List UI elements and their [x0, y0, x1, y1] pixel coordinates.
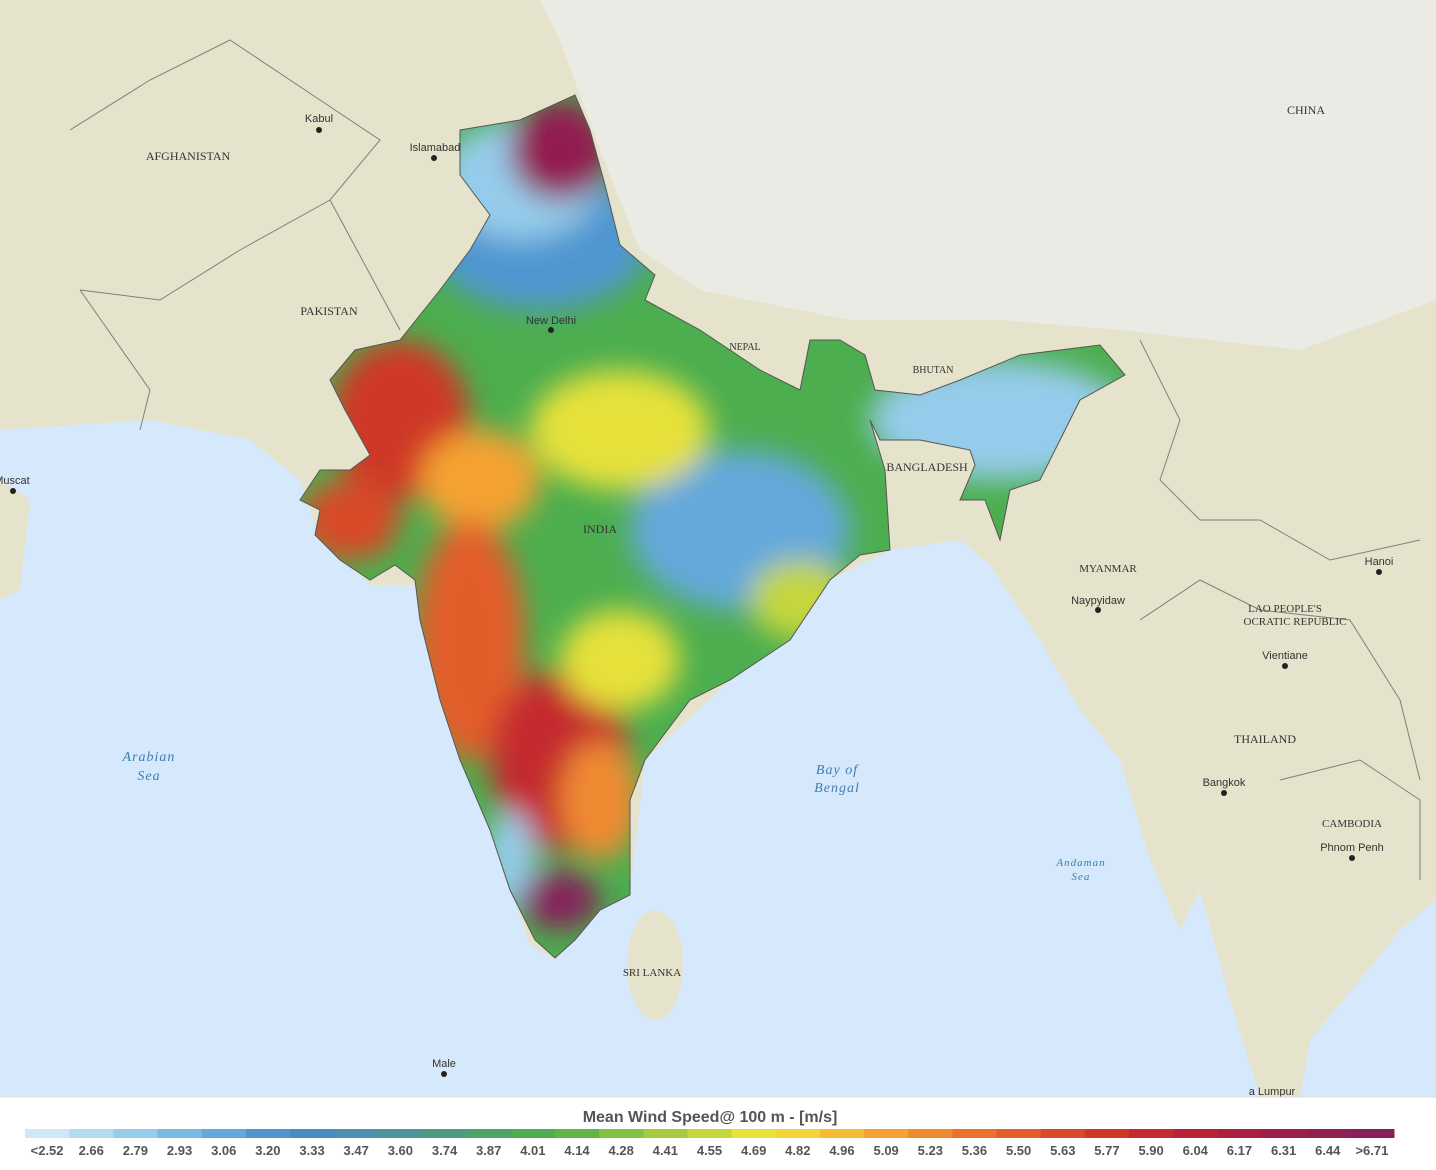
legend-swatch: [775, 1129, 821, 1138]
legend-swatch: [1349, 1129, 1395, 1138]
legend-label: 4.14: [564, 1143, 590, 1158]
labels: AFGHANISTAN PAKISTAN NEPAL BHUTAN BANGLA…: [0, 103, 1393, 1098]
legend-label: 3.47: [344, 1143, 369, 1158]
legend: Mean Wind Speed@ 100 m - [m/s] <2.52 2.66…: [0, 1096, 1436, 1170]
country-label: LAO PEOPLE'S: [1248, 603, 1322, 615]
legend-label: 4.28: [609, 1143, 634, 1158]
country-label: SRI LANKA: [623, 967, 681, 979]
legend-swatch: [378, 1129, 423, 1138]
city-label: Muscat: [0, 475, 30, 487]
city-label: Naypyidaw: [1071, 595, 1125, 607]
legend-swatch: [25, 1129, 70, 1138]
legend-label: 3.60: [388, 1143, 413, 1158]
legend-swatch: [687, 1129, 733, 1138]
country-label: BHUTAN: [913, 365, 954, 376]
city-markers: [10, 127, 1382, 1077]
legend-label: 5.77: [1094, 1143, 1119, 1158]
legend-swatch: [245, 1129, 291, 1138]
legend-label: 5.50: [1006, 1143, 1031, 1158]
city-label: Bangkok: [1203, 777, 1246, 789]
sea-label: Andaman: [1055, 857, 1105, 869]
legend-swatch: [554, 1129, 600, 1138]
legend-label: >6.71: [1355, 1143, 1388, 1158]
country-label: OCRATIC REPUBLIC: [1244, 616, 1347, 628]
legend-label: 3.20: [255, 1143, 280, 1158]
legend-label: 3.33: [299, 1143, 324, 1158]
legend-swatch: [1084, 1129, 1130, 1138]
sea-label: Sea: [1072, 871, 1091, 883]
country-label: CHINA: [1287, 103, 1325, 117]
country-label: BANGLADESH: [886, 460, 968, 474]
legend-label: 3.74: [432, 1143, 458, 1158]
legend-label: 6.44: [1315, 1143, 1341, 1158]
legend-swatch: [289, 1129, 335, 1138]
legend-swatch: [908, 1129, 953, 1138]
sea-label: Sea: [137, 769, 160, 784]
legend-label: 2.93: [167, 1143, 192, 1158]
country-label: THAILAND: [1234, 732, 1296, 746]
legend-label: 4.69: [741, 1143, 766, 1158]
legend-label: 4.01: [520, 1143, 545, 1158]
legend-swatch: [334, 1129, 379, 1138]
city-label: Islamabad: [410, 142, 461, 154]
legend-label: 2.66: [79, 1143, 104, 1158]
legend-swatch: [466, 1129, 512, 1138]
country-label: INDIA: [583, 522, 617, 536]
city-label: a Lumpur: [1249, 1086, 1296, 1098]
legend-label: <2.52: [31, 1143, 64, 1158]
legend-swatch: [1040, 1129, 1086, 1138]
legend-swatch: [731, 1129, 777, 1138]
legend-label: 6.04: [1183, 1143, 1209, 1158]
sea-label: Bay of: [816, 763, 859, 778]
country-label: MYANMAR: [1079, 563, 1137, 575]
city-label: Kabul: [305, 113, 333, 125]
legend-label: 4.82: [785, 1143, 810, 1158]
legend-swatch: [113, 1129, 158, 1138]
legend-label: 6.31: [1271, 1143, 1296, 1158]
legend-label: 4.96: [829, 1143, 854, 1158]
legend-label: 4.55: [697, 1143, 722, 1158]
legend-swatch: [1305, 1129, 1351, 1138]
legend-swatch: [1261, 1129, 1307, 1138]
legend-swatch: [996, 1129, 1042, 1138]
sea-label: Bengal: [814, 781, 860, 796]
legend-label: 6.17: [1227, 1143, 1252, 1158]
legend-swatch: [1217, 1129, 1263, 1138]
legend-title: Mean Wind Speed@ 100 m - [m/s]: [583, 1109, 838, 1126]
legend-swatch: [510, 1129, 556, 1138]
legend-swatch: [952, 1129, 998, 1138]
legend-label: 5.90: [1138, 1143, 1163, 1158]
legend-label: 5.23: [918, 1143, 943, 1158]
city-label: New Delhi: [526, 315, 576, 327]
country-label: NEPAL: [729, 342, 760, 353]
basemap: [0, 0, 1436, 1097]
legend-swatch: [157, 1129, 203, 1138]
legend-label: 5.09: [873, 1143, 898, 1158]
legend-label: 4.41: [653, 1143, 678, 1158]
legend-swatch: [819, 1129, 865, 1138]
legend-label: 3.06: [211, 1143, 236, 1158]
city-label: Phnom Penh: [1320, 842, 1384, 854]
sea-label: Arabian: [122, 750, 176, 765]
legend-swatch: [643, 1129, 688, 1138]
city-label: Male: [432, 1058, 456, 1070]
legend-swatch: [864, 1129, 909, 1138]
legend-label: 5.63: [1050, 1143, 1075, 1158]
legend-swatch: [599, 1129, 644, 1138]
legend-swatch: [1173, 1129, 1218, 1138]
legend-label: 3.87: [476, 1143, 501, 1158]
legend-label: 5.36: [962, 1143, 987, 1158]
legend-swatch: [201, 1129, 247, 1138]
country-label: PAKISTAN: [300, 304, 358, 318]
city-label: Hanoi: [1365, 556, 1394, 568]
legend-label: 2.79: [123, 1143, 148, 1158]
legend-swatch: [1129, 1129, 1174, 1138]
legend-swatch: [422, 1129, 468, 1138]
country-label: AFGHANISTAN: [146, 149, 231, 163]
city-label: Vientiane: [1262, 650, 1308, 662]
country-label: CAMBODIA: [1322, 818, 1382, 830]
legend-swatch: [69, 1129, 114, 1138]
